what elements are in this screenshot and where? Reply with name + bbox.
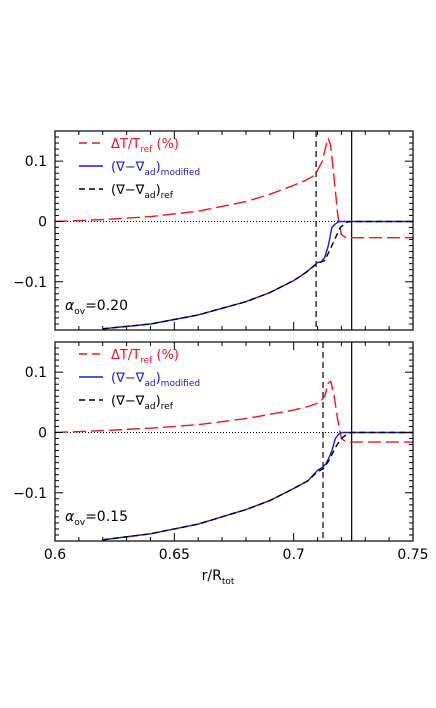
legend-label-sub: ad [144,379,155,389]
y-tick-label: −0.1 [13,275,47,291]
alpha-ov-value: =0.15 [85,509,128,525]
legend-label: ΔT/Tref (%) [111,137,179,155]
series-gradient-ref-line [102,431,413,541]
plot-frame [54,341,414,542]
y-tick-label: 0.1 [25,365,47,381]
legend-label-sub: ref [140,145,153,155]
alpha-ov-annotation: αov=0.15 [65,509,128,528]
legend-label-sub: ad [144,191,155,201]
x-tick-label: 0.75 [397,547,428,563]
x-tick-label: 0.7 [283,547,305,563]
panel-bottom: 0.10−0.1ΔT/Tref (%)(∇−∇ad)modified(∇−∇ad… [13,341,414,542]
y-tick-label: 0 [38,214,47,230]
series-deltaT-line [55,137,413,239]
y-tick-label: −0.1 [13,486,47,502]
series-deltaT-line [55,380,413,443]
legend-label: ΔT/Tref (%) [111,348,179,366]
series-group [55,137,413,330]
legend-label-rest: ) [156,371,161,386]
series-gradient-modified-line [102,220,413,330]
legend-label-sub: ad [144,168,155,178]
x-tick-label: 0.6 [44,547,66,563]
alpha-ov-annotation: αov=0.20 [65,298,128,317]
legend-label-sub: ref [140,356,153,366]
x-axis-label-sub: tot [222,577,235,587]
legend-label-main: (∇−∇ [111,371,145,386]
x-axis-labels: 0.6 0.65 0.7 0.75 [44,547,429,563]
legend-label: (∇−∇ad)ref [111,183,174,201]
legend-label-sub: ad [144,402,155,412]
legend-label-rest: ) [156,183,161,198]
series-gradient-ref-line [102,220,413,330]
x-axis-label: r/Rtot [202,568,235,587]
panels: 0.10−0.1ΔT/Tref (%)(∇−∇ad)modified(∇−∇ad… [13,130,414,542]
alpha-ov-symbol: α [65,509,75,525]
series-group [55,380,413,541]
legend-label: (∇−∇ad)modified [111,371,200,389]
x-axis-label-main: r/R [202,568,222,584]
legend-label-sub2: modified [161,379,200,389]
legend-label: (∇−∇ad)ref [111,394,174,412]
legend-label-main: (∇−∇ [111,160,145,175]
legend-label-rest: ) [156,160,161,175]
legend-label-rest: ) [156,394,161,409]
legend-label-sub2: ref [161,191,174,201]
alpha-ov-sub: ov [74,518,86,528]
alpha-ov-sub: ov [74,307,86,317]
y-tick-label: 0.1 [25,154,47,170]
legend-label-main: (∇−∇ [111,394,145,409]
y-tick-label: 0 [38,425,47,441]
panel-top: 0.10−0.1ΔT/Tref (%)(∇−∇ad)modified(∇−∇ad… [13,130,414,331]
legend-label-sub2: ref [161,402,174,412]
alpha-ov-value: =0.20 [85,298,128,314]
alpha-ov-symbol: α [65,298,75,314]
legend-label-main: ΔT/T [111,137,140,152]
plot-frame [54,130,414,331]
legend-label-main: ΔT/T [111,348,140,363]
x-tick-label: 0.65 [159,547,190,563]
legend-label-rest: (%) [152,137,179,152]
legend-label-main: (∇−∇ [111,183,145,198]
legend-label-rest: (%) [152,348,179,363]
legend-label-sub2: modified [161,168,200,178]
legend-label: (∇−∇ad)modified [111,160,200,178]
